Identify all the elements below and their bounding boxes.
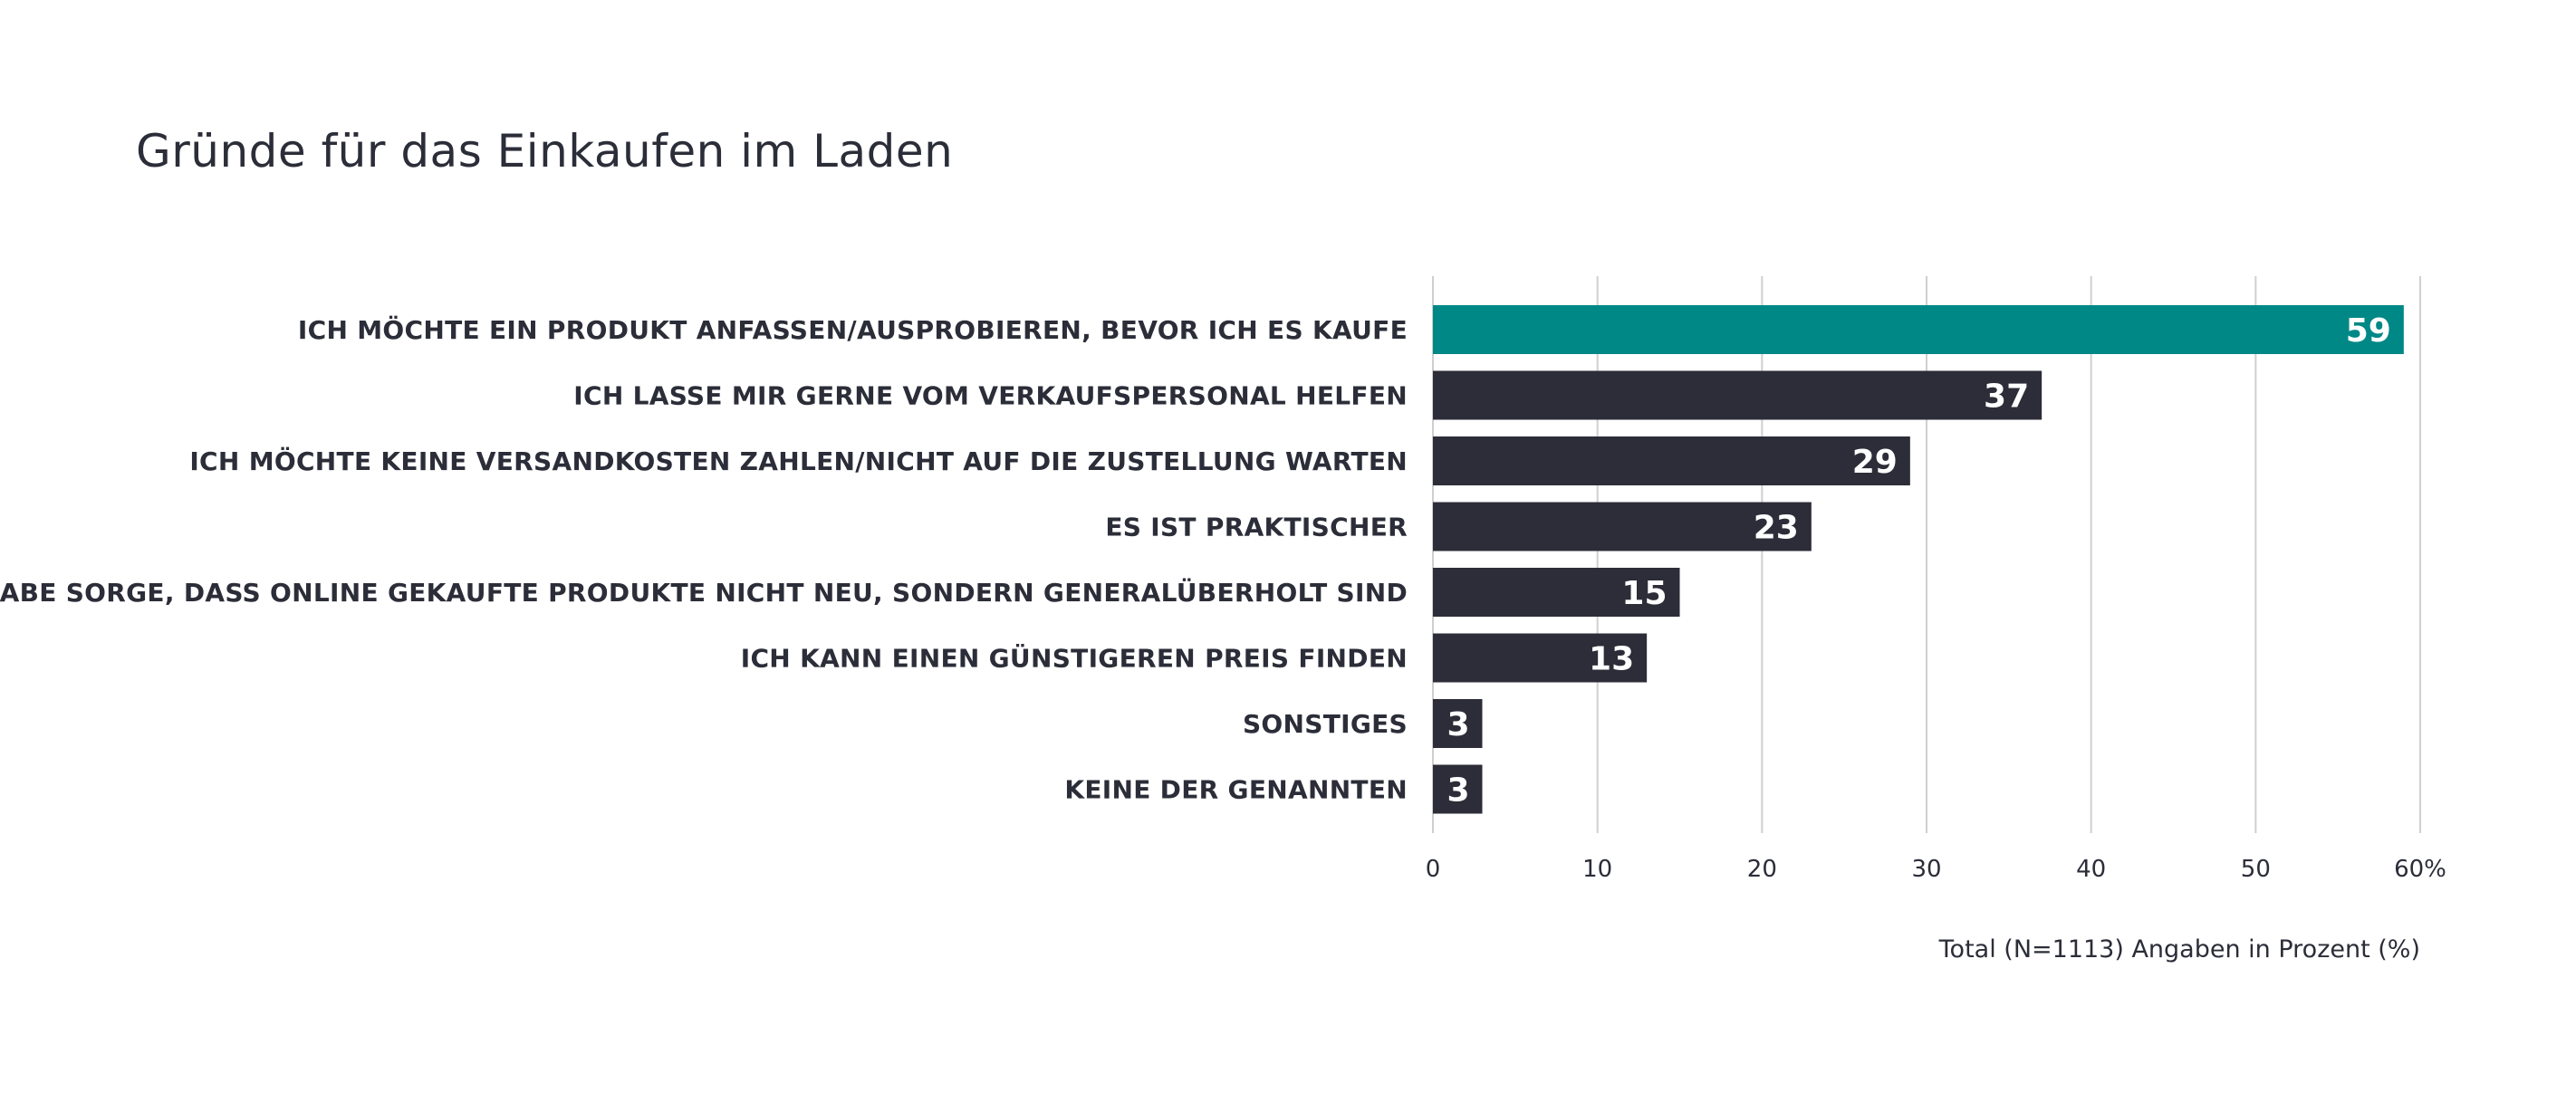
bar-3 xyxy=(1433,502,1812,551)
x-tick-label-60: 60% xyxy=(2394,856,2446,883)
chart-note: Total (N=1113) Angaben in Prozent (%) xyxy=(1938,935,2420,964)
category-label-6: SONSTIGES xyxy=(1243,709,1408,739)
value-labels: 59 37 29 23 15 13 3 3 xyxy=(1447,312,2390,810)
category-label-7: KEINE DER GENANNTEN xyxy=(1064,775,1408,805)
chart-title: Gründe für das Einkaufen im Laden xyxy=(136,125,954,177)
category-label-2: ICH MÖCHTE KEINE VERSANDKOSTEN ZAHLEN/NI… xyxy=(189,446,1408,476)
category-label-5: ICH KANN EINEN GÜNSTIGEREN PREIS FINDEN xyxy=(741,643,1408,674)
bar-0 xyxy=(1433,305,2404,354)
category-label-0: ICH MÖCHTE EIN PRODUKT ANFASSEN/AUSPROBI… xyxy=(298,314,1408,345)
x-tick-label-50: 50 xyxy=(2241,856,2271,883)
category-label-1: ICH LASSE MIR GERNE VOM VERKAUFSPERSONAL… xyxy=(573,381,1408,411)
x-tick-label-30: 30 xyxy=(1911,856,1941,883)
bar-5 xyxy=(1433,633,1648,683)
x-tick-label-0: 0 xyxy=(1426,856,1441,883)
bar-1 xyxy=(1433,370,2043,420)
value-label-0: 59 xyxy=(2346,312,2391,350)
value-label-5: 13 xyxy=(1589,641,1634,678)
bar-6 xyxy=(1433,699,1483,748)
bar-7 xyxy=(1433,764,1483,814)
bar-2 xyxy=(1433,436,1910,485)
value-label-2: 29 xyxy=(1852,444,1898,481)
x-tick-label-20: 20 xyxy=(1747,856,1777,883)
category-label-3: ES IST PRAKTISCHER xyxy=(1105,513,1408,542)
x-axis-ticks: 0 10 20 30 40 50 60% xyxy=(1426,856,2446,883)
category-labels: ICH MÖCHTE EIN PRODUKT ANFASSEN/AUSPROBI… xyxy=(0,314,1408,805)
bars xyxy=(1433,305,2404,814)
value-label-3: 23 xyxy=(1754,510,1799,547)
value-label-1: 37 xyxy=(1984,379,2029,416)
value-label-4: 15 xyxy=(1621,575,1667,612)
bar-4 xyxy=(1433,568,1680,617)
value-label-7: 3 xyxy=(1447,772,1469,810)
x-tick-label-10: 10 xyxy=(1582,856,1612,883)
grid-lines xyxy=(1432,276,2421,833)
category-label-4: ICH HABE SORGE, DASS ONLINE GEKAUFTE PRO… xyxy=(0,577,1408,608)
value-label-6: 3 xyxy=(1447,706,1469,743)
x-tick-label-40: 40 xyxy=(2076,856,2106,883)
